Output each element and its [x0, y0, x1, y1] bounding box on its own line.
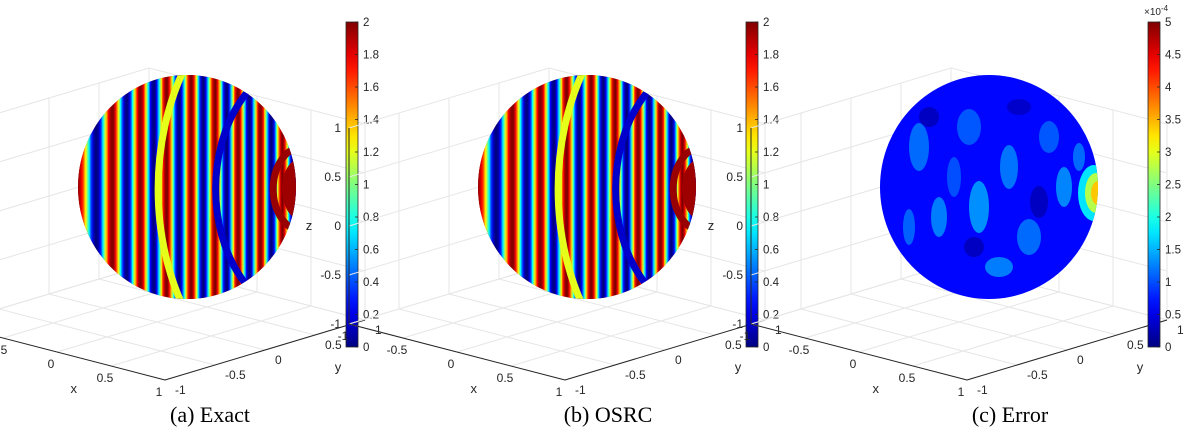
y-tick-label: 0.5 [325, 338, 342, 352]
y-tick-label: 0 [675, 353, 682, 367]
z-tick-label: 0.5 [726, 170, 743, 184]
z-tick-label: -1 [732, 317, 743, 331]
y-axis-line [564, 319, 766, 381]
colorbar-tick-label: 1.2 [363, 147, 379, 159]
y-tick-label: 1 [375, 323, 382, 337]
colorbar-tick-label: 0 [763, 342, 769, 354]
caption-a: (a) Exact [170, 402, 250, 427]
y-axis-line [164, 319, 366, 381]
sphere-surface [478, 75, 696, 299]
y-tick-label: 1 [775, 323, 782, 337]
x-tick-label: 1 [156, 385, 163, 399]
x-tick-label: -0.5 [789, 343, 810, 357]
y-tick-label: 0 [1077, 353, 1084, 367]
x-tick-label: 1 [556, 385, 563, 399]
colorbar-tick-label: 1.6 [363, 82, 379, 94]
x-axis-line [750, 323, 968, 381]
colorbar-tick-label: 0.4 [363, 277, 380, 289]
colorbar-tick-label: 0 [1165, 342, 1171, 354]
colorbar-tick-label: 0.5 [1165, 310, 1181, 322]
x-axis-label: x [471, 381, 478, 396]
colorbar-tick-label: 4.5 [1165, 50, 1181, 62]
colorbar-tick-label: 3 [1165, 147, 1171, 159]
colorbar-tick-label: 1.4 [363, 115, 380, 127]
y-axis-label: y [735, 360, 742, 375]
z-axis-label: z [708, 218, 715, 233]
y-tick-label: 0.5 [725, 338, 742, 352]
colorbar-tick-label: 2 [1165, 212, 1171, 224]
y-tick-label: 0 [275, 353, 282, 367]
colorbar-tick-label: 1.6 [763, 82, 779, 94]
x-tick-label: 0.5 [899, 371, 916, 385]
colorbar-tick-label: 2 [363, 17, 369, 29]
x-tick-label: 0.5 [497, 371, 514, 385]
z-tick-label: 1 [736, 121, 743, 135]
x-tick-label: 0 [850, 357, 857, 371]
z-tick-label: 0 [736, 219, 743, 233]
colorbar-tick-label: 2.5 [1165, 180, 1181, 192]
axes [348, 128, 766, 381]
colorbar-tick-label: 3.5 [1165, 115, 1181, 127]
colorbar-tick-label: 1.8 [363, 50, 379, 62]
x-tick-label: -1 [338, 329, 349, 343]
colorbar-tick-label: 1.8 [763, 50, 779, 62]
colorbar-tick-label: 1 [363, 180, 369, 192]
x-axis-label: x [71, 381, 78, 396]
colorbar-tick-label: 4 [1165, 82, 1172, 94]
z-tick-label: -1 [330, 317, 341, 331]
y-tick-label: -0.5 [1027, 368, 1048, 382]
z-axis-label: z [306, 218, 313, 233]
caption-c: (c) Error [971, 402, 1049, 427]
colorbar-tick-label: 5 [1165, 17, 1171, 29]
y-tick-label: -1 [977, 383, 988, 397]
y-tick-label: -1 [175, 383, 186, 397]
colorbar-tick-label: 0.6 [363, 245, 379, 257]
colorbar-tick-label: 0.6 [763, 245, 779, 257]
colorbar-exponent: ×10-4 [1144, 4, 1169, 18]
panel-2: -1-0.500.51 -1-0.500.51-1-0.500.51xyz00.5… [708, 4, 1184, 399]
y-axis-line [966, 319, 1168, 381]
colorbar-tick-label: 1 [1165, 277, 1171, 289]
z-tick-label: 0.5 [324, 170, 341, 184]
colorbar-tick-label: 1.5 [1165, 245, 1181, 257]
x-tick-label: 0 [48, 357, 55, 371]
z-tick-label: 1 [334, 121, 341, 135]
panel-1: -1 -0.5 0 0.5 1 -1 -0.5 0 0.5 1 -1 -0.5 0 0.5 1 x y z 0 0.2… [306, 17, 782, 399]
sphere-surface [78, 75, 296, 299]
x-axis-line [348, 323, 566, 381]
y-axis-label: y [335, 360, 342, 375]
y-tick-label: 1 [1177, 323, 1184, 337]
colorbar-tick-label: 0.2 [763, 310, 779, 322]
colorbar-tick-label: 0 [363, 342, 369, 354]
y-tick-label: -1 [575, 383, 586, 397]
y-axis-label: y [1137, 360, 1144, 375]
z-tick-label: 0 [334, 219, 341, 233]
x-tick-label: -1 [740, 329, 751, 343]
caption-b: (b) OSRC [563, 402, 653, 427]
x-tick-label: 0 [448, 357, 455, 371]
z-tick-label: -0.5 [320, 268, 341, 282]
axes [750, 128, 1168, 381]
y-tick-label: -0.5 [225, 368, 246, 382]
z-tick-label: -0.5 [722, 268, 743, 282]
panel-0: -1-0.500.51-1-0.500.51-1-0.500.51xyz00.2… [0, 17, 382, 399]
sphere-surface [880, 75, 1098, 299]
colorbar-tick-label: 0.4 [763, 277, 780, 289]
x-tick-label: -0.5 [0, 343, 8, 357]
x-tick-label: 1 [958, 385, 965, 399]
y-tick-label: 0.5 [1127, 338, 1144, 352]
y-tick-label: -0.5 [625, 368, 646, 382]
colorbar-tick-label: 1 [763, 180, 769, 192]
x-tick-label: -0.5 [387, 343, 408, 357]
colorbar-tick-label: 1.2 [763, 147, 779, 159]
x-axis-label: x [873, 381, 880, 396]
colorbar-tick-label: 2 [763, 17, 769, 29]
x-tick-label: 0.5 [97, 371, 114, 385]
x-axis-line [0, 336, 166, 381]
axes [0, 319, 366, 381]
